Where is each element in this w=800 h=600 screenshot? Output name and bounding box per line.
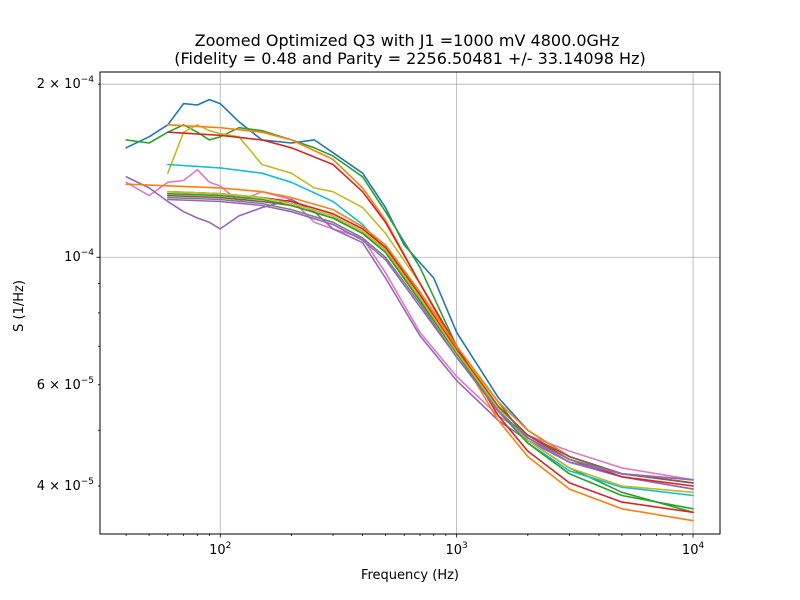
y-tick-label: 2 × 10−4 bbox=[37, 75, 95, 92]
chart-title: Zoomed Optimized Q3 with J1 =1000 mV 480… bbox=[195, 31, 620, 50]
y-tick-label: 10−4 bbox=[64, 248, 94, 265]
chart-subtitle: (Fidelity = 0.48 and Parity = 2256.50481… bbox=[174, 49, 645, 68]
series-line-fit bbox=[167, 196, 694, 481]
series-line-fit bbox=[167, 198, 694, 481]
series-line-fit bbox=[167, 192, 694, 510]
x-tick-label: 102 bbox=[209, 541, 231, 558]
grid-lines bbox=[100, 72, 720, 534]
axes-frame bbox=[99, 71, 721, 535]
plot-area bbox=[100, 72, 720, 534]
y-tick-label: 6 × 10−5 bbox=[37, 376, 94, 393]
series-group bbox=[125, 98, 694, 522]
x-tick-label: 104 bbox=[682, 541, 705, 558]
x-axis-label: Frequency (Hz) bbox=[361, 568, 459, 583]
axes: 102 103 104 2 × 10−4 10−4 6 × 10−5 4 × 10−5 bbox=[37, 71, 721, 558]
x-tick-label: 103 bbox=[446, 541, 468, 558]
series-line-data bbox=[125, 98, 694, 484]
y-tick-label: 4 × 10−5 bbox=[37, 477, 94, 494]
series-line-data bbox=[125, 124, 694, 514]
y-axis-label: S (1/Hz) bbox=[12, 280, 27, 332]
series-line-fit bbox=[167, 190, 694, 494]
series-line-fit bbox=[167, 131, 694, 514]
